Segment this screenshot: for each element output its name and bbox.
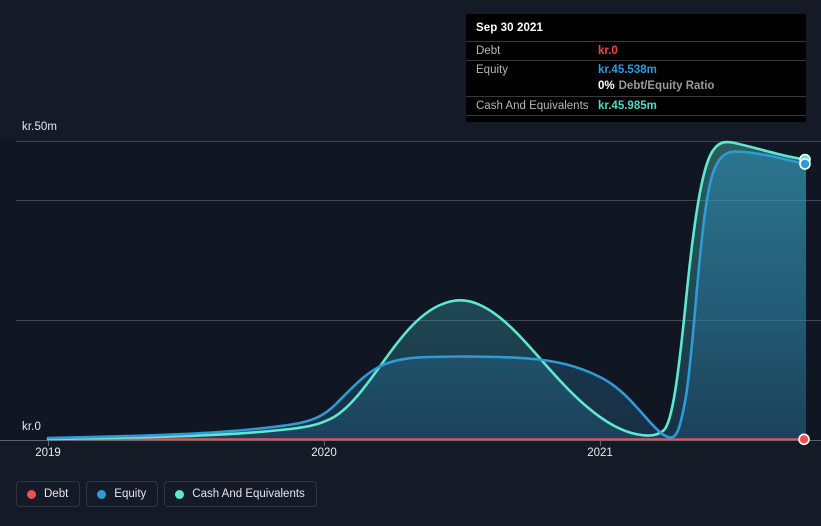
tooltip-date: Sep 30 2021 [476, 22, 543, 34]
tooltip-ratio-label: Debt/Equity Ratio [618, 79, 715, 92]
x-axis-label-2020: 2020 [311, 447, 337, 459]
tooltip-row-cash: Cash And Equivalents kr.45.985m [466, 96, 806, 115]
tooltip-ratio-percent: 0% [598, 79, 615, 92]
series-endpoint-markers [798, 153, 811, 446]
debt-endpoint-marker [798, 433, 810, 446]
tooltip-value-cash: kr.45.985m [598, 100, 657, 112]
x-axis-label-2021: 2021 [587, 447, 613, 459]
tooltip-value-equity: kr.45.538m [598, 64, 657, 76]
legend-item-cash-and-equivalents[interactable]: Cash And Equivalents [164, 481, 317, 507]
legend-label-cash-and-equivalents: Cash And Equivalents [192, 488, 305, 500]
chart-tooltip: Sep 30 2021 Debt kr.0 Equity kr.45.538m … [466, 14, 806, 122]
equity-line [46, 150, 808, 440]
dot-icon [97, 489, 107, 499]
legend-label-debt: Debt [44, 488, 69, 500]
dot-icon [27, 489, 36, 499]
y-axis-label-top: kr.50m [22, 121, 58, 133]
tooltip-row-equity: Equity kr.45.538m [466, 60, 806, 79]
dot-icon [175, 489, 185, 499]
tooltip-label-equity: Equity [476, 64, 508, 76]
x-axis-label-2019: 2019 [35, 447, 61, 459]
tooltip-row-debt-equity-ratio: 0% Debt/Equity Ratio [466, 79, 806, 96]
equity-area-fill [48, 151, 806, 440]
legend-label-equity: Equity [114, 488, 147, 500]
chart-legend: Debt Equity Cash And Equivalents [16, 481, 317, 507]
tooltip-label-debt: Debt [476, 45, 501, 57]
tooltip-row-debt: Debt kr.0 [466, 41, 806, 60]
y-axis-label-zero: kr.0 [22, 421, 41, 433]
legend-item-debt[interactable]: Debt [16, 481, 81, 507]
legend-item-equity[interactable]: Equity [86, 481, 159, 507]
tooltip-label-cash: Cash And Equivalents [476, 100, 589, 112]
tooltip-bottom-divider [466, 115, 806, 122]
x-axis-ticks [48, 440, 601, 446]
tooltip-value-debt: kr.0 [598, 45, 618, 57]
cash-line [46, 140, 808, 441]
equity-endpoint-marker [799, 158, 811, 170]
